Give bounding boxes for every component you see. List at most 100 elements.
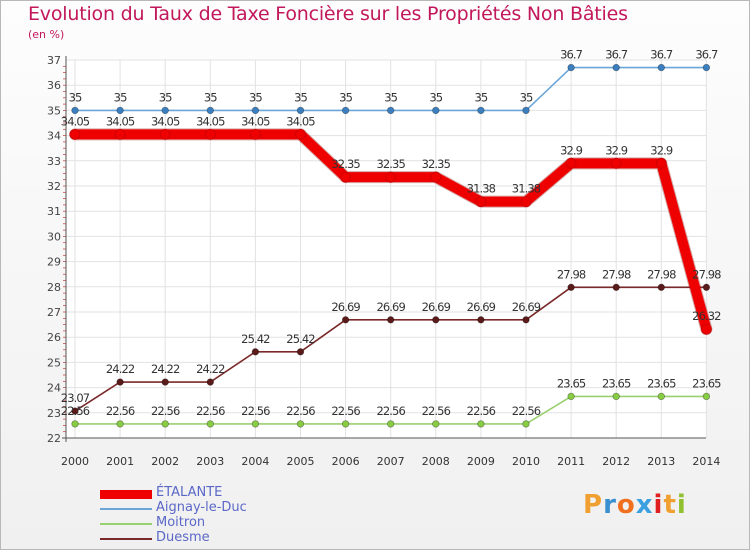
data-point: [159, 128, 171, 140]
x-tick-label: 2004: [241, 455, 269, 468]
data-label: 35: [114, 90, 127, 104]
data-point: [477, 420, 485, 428]
x-tick-label: 2001: [106, 455, 134, 468]
data-point: [385, 171, 397, 183]
data-point: [71, 407, 79, 415]
y-tick-label: 25: [47, 356, 61, 369]
data-point: [116, 106, 124, 115]
data-label: 22.56: [196, 404, 225, 418]
data-point: [340, 171, 352, 183]
y-tick-label: 36: [47, 79, 61, 92]
legend-item: Aignay-le-Duc: [100, 500, 300, 516]
y-tick-label: 32: [47, 180, 61, 193]
data-label: 35: [384, 90, 397, 104]
data-label: 35: [339, 90, 352, 104]
data-label: 22.56: [331, 404, 360, 418]
data-point: [341, 106, 350, 115]
chart-legend: ÉTALANTE Aignay-le-Duc Moitron Duesme: [100, 485, 300, 546]
chart-title: Evolution du Taux de Taxe Foncière sur l…: [28, 3, 628, 25]
data-label: 22.56: [422, 404, 451, 418]
data-label: 24.22: [151, 362, 180, 376]
data-point: [701, 323, 712, 335]
data-label: 35: [249, 90, 262, 104]
data-label: 34.05: [286, 114, 315, 128]
data-point: [116, 378, 124, 386]
data-point: [341, 316, 350, 324]
y-tick-label: 37: [47, 54, 61, 67]
data-point: [387, 316, 395, 324]
data-label: 35: [204, 90, 217, 104]
data-label: 23.65: [647, 376, 676, 390]
y-tick-label: 24: [47, 382, 61, 395]
data-label: 32.9: [650, 143, 673, 157]
data-label: 26.69: [467, 300, 496, 314]
data-point: [161, 420, 169, 428]
logo-letter: i: [653, 490, 664, 520]
data-point: [69, 128, 81, 140]
data-label: 24.22: [106, 362, 135, 376]
data-label: 22.56: [512, 404, 541, 418]
data-point: [430, 171, 442, 183]
data-label: 32.9: [605, 143, 628, 157]
data-point: [296, 106, 305, 115]
data-point: [295, 128, 306, 140]
data-point: [251, 348, 260, 356]
y-tick-label: 28: [47, 281, 61, 294]
data-point: [206, 106, 214, 115]
data-label: 26.69: [512, 300, 541, 314]
data-point: [657, 392, 665, 401]
data-point: [114, 128, 126, 140]
data-point: [477, 106, 485, 115]
data-point: [206, 420, 214, 428]
data-point: [657, 63, 665, 72]
data-label: 34.05: [61, 114, 90, 128]
data-point: [204, 128, 216, 140]
y-tick-label: 23: [47, 407, 61, 420]
legend-swatch: [100, 538, 152, 540]
data-point: [657, 283, 665, 292]
data-point: [612, 392, 620, 401]
data-point: [432, 106, 440, 115]
data-point: [341, 420, 350, 428]
data-label: 34.05: [241, 114, 270, 128]
data-label: 35: [294, 90, 307, 104]
data-point: [567, 392, 575, 401]
y-tick-label: 33: [47, 155, 61, 168]
data-label: 25.42: [286, 332, 315, 346]
data-label: 22.56: [61, 404, 90, 418]
logo-letter: r: [603, 490, 617, 520]
data-label: 26.69: [331, 300, 360, 314]
data-label: 26.69: [376, 300, 405, 314]
data-label: 22.56: [151, 404, 180, 418]
logo-letter: x: [635, 490, 654, 520]
logo-letter: P: [583, 490, 604, 520]
data-point: [161, 378, 169, 386]
data-point: [71, 420, 79, 428]
data-point: [251, 106, 260, 115]
data-label: 35: [474, 90, 487, 104]
legend-label: Moitron: [156, 515, 206, 530]
y-tick-label: 35: [47, 104, 61, 117]
x-tick-label: 2009: [467, 455, 495, 468]
data-label: 27.98: [602, 267, 631, 281]
legend-swatch: [100, 489, 152, 499]
data-label: 31.38: [467, 182, 496, 196]
logo-letter: o: [616, 490, 636, 520]
data-label: 23.07: [61, 391, 90, 405]
y-tick-label: 34: [47, 130, 61, 143]
data-point: [432, 316, 440, 324]
logo-letter: t: [663, 490, 677, 520]
data-point: [522, 316, 530, 324]
data-label: 34.05: [196, 114, 225, 128]
data-label: 35: [520, 90, 533, 104]
data-point: [161, 106, 169, 115]
y-axis-unit: (en %): [28, 28, 65, 41]
x-tick-label: 2002: [151, 455, 179, 468]
x-tick-label: 2006: [332, 455, 360, 468]
data-label: 24.22: [196, 362, 225, 376]
data-point: [477, 316, 485, 324]
data-label: 22.56: [286, 404, 315, 418]
plot-area: [66, 60, 706, 438]
x-tick-label: 2011: [557, 455, 585, 468]
data-point: [520, 196, 532, 208]
